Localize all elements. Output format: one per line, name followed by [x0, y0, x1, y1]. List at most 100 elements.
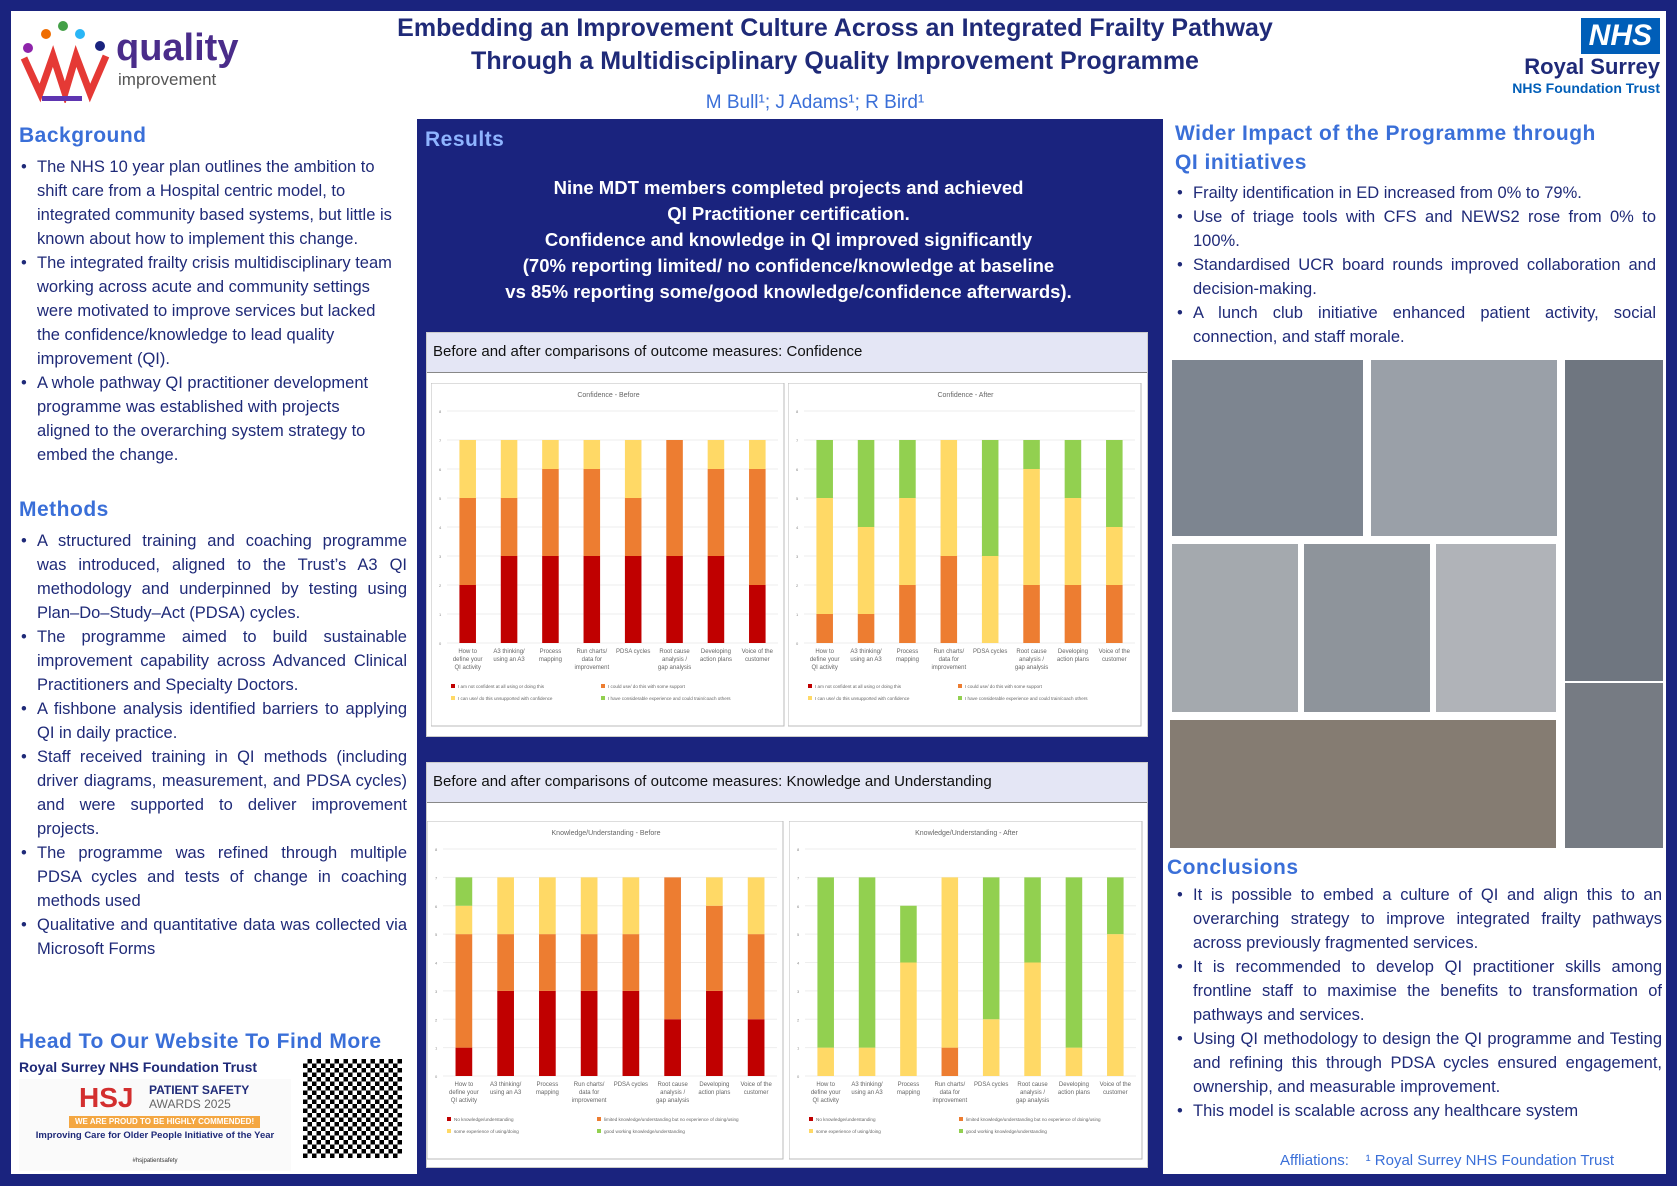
list-item: The programme aimed to build sustainable…: [19, 625, 407, 697]
photo-certificate-presentation: [1171, 359, 1364, 537]
x-tick-label: Root cause: [1017, 1082, 1048, 1088]
bar-segment: [816, 440, 833, 498]
bar-segment: [981, 556, 999, 643]
x-tick-label: Voice of the: [1099, 649, 1131, 655]
results-section: Results Nine MDT members completed proje…: [417, 119, 1160, 1174]
bar-segment: [941, 1047, 959, 1076]
knowledge-panel: Before and after comparisons of outcome …: [426, 762, 1148, 1168]
legend-swatch: [808, 684, 812, 688]
x-tick-label: gap analysis: [658, 665, 691, 671]
x-tick-label: Voice of the: [1100, 1082, 1132, 1088]
legend-label: I could use/ do this with some support: [608, 684, 686, 689]
bar-segment: [455, 934, 473, 1048]
bar-segment: [900, 905, 917, 963]
bar-segment: [1065, 877, 1083, 1048]
x-tick-label: data for: [939, 657, 959, 663]
bar-segment: [857, 440, 875, 527]
x-tick-label: define your: [449, 1090, 479, 1096]
nhs-logo: NHS Royal Surrey NHS Foundation Trust: [1470, 18, 1660, 103]
bar-segment: [817, 877, 834, 1048]
y-tick-label: 6: [435, 904, 438, 909]
bar-segment: [622, 877, 640, 935]
bar-segment: [500, 498, 518, 556]
affiliations-label: Affliations:: [1280, 1152, 1349, 1169]
list-item: It is possible to embed a culture of QI …: [1175, 883, 1662, 955]
x-tick-label: data for: [940, 1090, 960, 1096]
x-tick-label: analysis /: [662, 657, 687, 663]
bar-segment: [624, 440, 642, 498]
y-tick-label: 4: [435, 961, 438, 966]
y-tick-label: 8: [797, 847, 800, 852]
x-tick-label: gap analysis: [1015, 665, 1048, 671]
x-tick-label: mapping: [896, 657, 919, 663]
legend-label: limited knowledge/understanding but no e…: [966, 1117, 1101, 1122]
bar-segment: [940, 440, 958, 556]
bar-segment: [1023, 440, 1040, 469]
bar-segment: [539, 990, 556, 1076]
bar-segment: [1023, 469, 1040, 585]
x-tick-label: action plans: [700, 657, 732, 663]
x-tick-label: QI activity: [813, 1098, 839, 1104]
list-item: Standardised UCR board rounds improved c…: [1175, 253, 1656, 301]
legend-label: some experience of using/doing: [454, 1129, 519, 1134]
legend-label: I have considerable experience and could…: [965, 696, 1088, 701]
x-tick-label: customer: [1103, 1090, 1128, 1096]
legend-label: I am not confident at all using or doing…: [815, 684, 902, 689]
bar-segment: [1106, 440, 1123, 527]
bar-segment: [899, 498, 916, 585]
knowledge-before-chart: Knowledge/Understanding - Before 0 1 2 3 4 5 6 7…: [427, 821, 784, 1160]
bar-segment: [858, 877, 876, 1048]
bar-segment: [542, 556, 559, 643]
bar-segment: [580, 877, 598, 935]
x-tick-label: A3 thinking/: [851, 1082, 883, 1088]
list-item: A structured training and coaching progr…: [19, 529, 407, 625]
bar-segment: [747, 877, 765, 935]
photo-video-call: [1564, 682, 1664, 849]
hsj-award-banner: HSJ PATIENT SAFETY AWARDS 2025 WE ARE PR…: [19, 1079, 291, 1171]
y-tick-label: 5: [796, 496, 799, 501]
legend-label: some experience of using/doing: [816, 1129, 881, 1134]
bar-segment: [542, 440, 559, 469]
y-tick-label: 3: [797, 989, 800, 994]
legend-label: I have considerable experience and could…: [608, 696, 731, 701]
legend-label: good working knowledge/understanding: [604, 1129, 685, 1134]
chart-frame: [431, 383, 785, 727]
bar-segment: [455, 1047, 473, 1076]
chart-frame: [789, 821, 1143, 1160]
bar-segment: [706, 990, 723, 1076]
heading-line: QI initiatives: [1175, 151, 1307, 174]
list-item: The NHS 10 year plan outlines the ambiti…: [19, 155, 393, 251]
x-tick-label: improvement: [932, 1098, 967, 1104]
bar-segment: [857, 527, 875, 614]
x-tick-label: How to: [455, 1082, 474, 1088]
bar-segment: [899, 585, 916, 643]
results-summary: Nine MDT members completed projects and …: [439, 175, 1139, 305]
trust-subtitle: NHS Foundation Trust: [1512, 80, 1660, 96]
legend-label: No knowledge/understanding: [454, 1117, 514, 1122]
x-tick-label: action plans: [698, 1090, 730, 1096]
chart-frame: [788, 383, 1142, 727]
x-tick-label: Run charts/: [574, 1082, 605, 1088]
legend-label: I can use/ do this unsupported with conf…: [815, 696, 910, 701]
list-item: Frailty identification in ED increased f…: [1175, 181, 1656, 205]
x-tick-label: action plans: [1058, 1090, 1090, 1096]
legend-label: No knowledge/understanding: [816, 1117, 876, 1122]
legend-swatch: [447, 1129, 451, 1133]
x-tick-label: action plans: [1057, 657, 1089, 663]
bar-segment: [455, 905, 473, 935]
x-tick-label: PDSA cycles: [974, 1082, 1008, 1088]
bar-segment: [1024, 877, 1041, 963]
y-tick-label: 2: [435, 1017, 438, 1022]
x-tick-label: Developing: [701, 649, 731, 655]
bar-segment: [459, 585, 476, 643]
x-tick-label: Voice of the: [742, 649, 774, 655]
y-tick-label: 6: [439, 467, 442, 472]
x-tick-label: customer: [744, 1090, 769, 1096]
photo-team-meeting: [1169, 719, 1557, 849]
qr-code[interactable]: [303, 1059, 402, 1158]
website-heading[interactable]: Head To Our Website To Find More: [19, 1030, 382, 1053]
list-item: A fishbone analysis identified barriers …: [19, 697, 407, 745]
bar-segment: [624, 556, 642, 643]
x-tick-label: mapping: [897, 1090, 920, 1096]
x-tick-label: data for: [579, 1090, 599, 1096]
